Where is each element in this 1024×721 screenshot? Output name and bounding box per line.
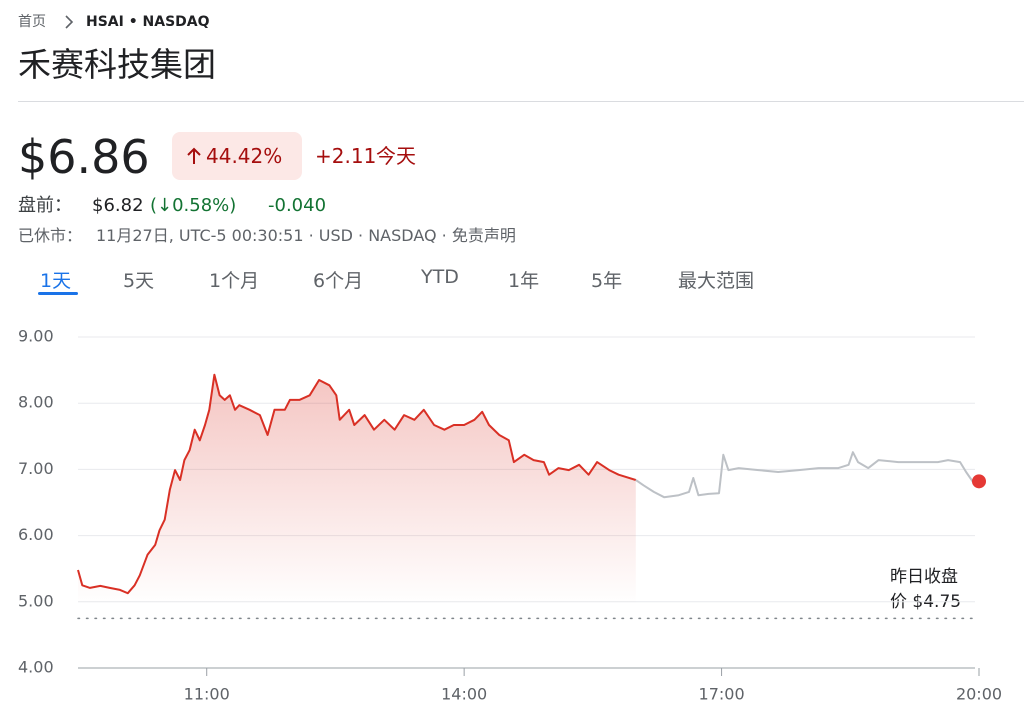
- range-tab[interactable]: 最大范围: [678, 270, 755, 292]
- price-line: [77, 373, 637, 595]
- period: 今天: [376, 144, 416, 168]
- change-pill: 44.42%: [172, 132, 302, 180]
- change-percent: 44.42%: [206, 144, 283, 168]
- premarket-change: -0.040: [268, 195, 327, 216]
- range-tab[interactable]: 5天: [123, 270, 155, 292]
- price-line: [635, 451, 974, 499]
- x-tick-label: 17:00: [699, 685, 745, 704]
- range-tab[interactable]: 1个月: [209, 270, 260, 292]
- x-tick-label: 11:00: [184, 685, 230, 704]
- premarket-label: 盘前：: [18, 195, 72, 216]
- change: +2.11: [315, 144, 377, 168]
- company-title: 禾赛科技集团: [18, 45, 216, 84]
- range-tab[interactable]: 1天: [40, 270, 72, 292]
- x-tick-label: 14:00: [441, 685, 487, 704]
- y-tick-label: 4.00: [18, 658, 54, 677]
- y-tick-label: 9.00: [18, 327, 54, 346]
- y-tick-label: 6.00: [18, 525, 54, 544]
- range-tab[interactable]: 6个月: [313, 270, 364, 292]
- status-label: 已休市：: [18, 226, 83, 245]
- range-tab[interactable]: 1年: [508, 270, 540, 292]
- premarket-change-percent: (↓0.58%): [150, 195, 237, 216]
- breadcrumb-home[interactable]: 首页: [18, 14, 46, 30]
- up-arrow: [187, 147, 201, 164]
- chevron: [65, 15, 74, 29]
- range-tab[interactable]: YTD: [421, 266, 459, 288]
- status-details: 11月27日, UTC-5 00:30:51 · USD · NASDAQ · …: [96, 226, 516, 245]
- y-tick-label: 5.00: [18, 591, 54, 610]
- range-tab[interactable]: 5年: [591, 270, 623, 292]
- x-tick-label: 20:00: [956, 685, 1002, 704]
- price: $6.86: [18, 130, 150, 184]
- divider: [18, 101, 1024, 102]
- last-price-dot: [972, 474, 986, 489]
- y-tick-label: 7.00: [18, 459, 54, 478]
- tab-underline: [38, 292, 78, 295]
- premarket-price: $6.82: [92, 195, 144, 216]
- area: [78, 374, 636, 606]
- breadcrumb-ticker: HSAI • NASDAQ: [86, 14, 210, 30]
- y-tick-label: 8.00: [18, 393, 54, 412]
